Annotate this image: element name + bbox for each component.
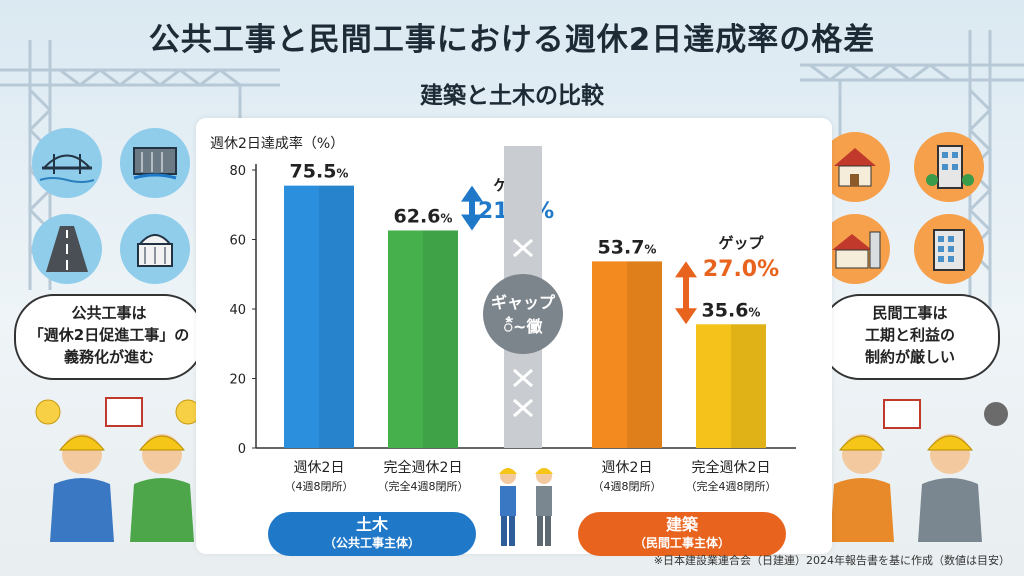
- x-tick-sublabel: （4週8閉所）: [285, 480, 354, 493]
- gap-arrow-head-up: [675, 261, 697, 278]
- bar-value-label: 62.6%: [394, 205, 453, 227]
- dam-icon: [120, 128, 190, 198]
- bar-value-label: 75.5%: [290, 161, 349, 183]
- bar-value-label: 35.6%: [702, 299, 761, 321]
- x-tick-sublabel: （完全4週8閉所）: [378, 479, 469, 493]
- left-bubble-line1: 公共工事は: [71, 304, 147, 322]
- left-speech-bubble: 公共工事は 「週休2日促進工事」の 義務化が進む: [14, 294, 204, 380]
- office-building-icon: [914, 132, 984, 202]
- worried-workers-icon: [808, 399, 1008, 542]
- right-speech-bubble: 民間工事は 工期と利益の 制約が厳しい: [820, 294, 1000, 380]
- right-bubble-line1: 民間工事は: [872, 304, 948, 322]
- cross-mark-icon: [513, 238, 533, 258]
- x-tick-label: 週休2日: [294, 460, 345, 476]
- building-category-sub: （民間工事主体）: [633, 536, 730, 550]
- apartment-icon: [914, 214, 984, 284]
- bar-shade: [423, 230, 458, 448]
- gap-arrow-head-down: [675, 308, 697, 325]
- footnote: ※日本建設業連合会（日建連）2024年報告書を基に作成（数値は目安）: [653, 554, 1010, 567]
- gap-value: 27.0%: [703, 257, 779, 282]
- left-bubble-line2: 「週休2日促進工事」の: [28, 326, 190, 344]
- x-tick-label: 完全週休2日: [384, 459, 463, 476]
- page-title: 公共工事と民間工事における週休2日達成率の格差: [148, 22, 876, 58]
- government-building-icon: [120, 214, 190, 284]
- building-category-name: 建築: [665, 515, 698, 534]
- building-category-pill: 建築 （民間工事主体）: [578, 512, 786, 556]
- center-workers-icon: [499, 468, 553, 546]
- y-tick-label: 60: [229, 234, 246, 249]
- bar: [592, 261, 662, 448]
- center-gap-sublabel: ᭰~黴: [504, 315, 543, 336]
- civil-category-sub: （公共工事主体）: [323, 536, 420, 550]
- y-tick-label: 40: [229, 303, 246, 318]
- right-bubble-line3: 制約が厳しい: [864, 348, 955, 366]
- x-tick-sublabel: （完全4週8閉所）: [686, 479, 777, 493]
- gap-label: ゲップ: [718, 234, 764, 252]
- page-subtitle: 建築と土木の比較: [420, 83, 604, 109]
- x-tick-label: 完全週休2日: [692, 459, 771, 476]
- civil-category-name: 土木: [355, 515, 388, 534]
- bar-shade: [319, 185, 354, 448]
- bar: [284, 185, 354, 448]
- road-icon: [32, 214, 102, 284]
- bar: [696, 324, 766, 448]
- x-tick-label: 週休2日: [602, 460, 653, 476]
- y-tick-label: 20: [229, 373, 246, 388]
- civil-category-pill: 土木 （公共工事主体）: [268, 512, 476, 556]
- bar-shade: [731, 324, 766, 448]
- gap-arrow-head-up: [461, 185, 483, 202]
- x-tick-sublabel: （4週8閉所）: [593, 480, 662, 493]
- bar: [388, 230, 458, 448]
- center-gap-badge: [483, 274, 563, 354]
- right-bubble-line2: 工期と利益の: [864, 326, 955, 344]
- cross-mark-icon: [513, 368, 533, 388]
- y-tick-label: 80: [229, 164, 246, 179]
- bridge-icon: [32, 128, 102, 198]
- y-tick-label: 0: [238, 442, 246, 457]
- left-bubble-line3: 義務化が進む: [63, 348, 154, 366]
- y-axis-label: 週休2日達成率（%）: [210, 135, 344, 152]
- bar-shade: [627, 261, 662, 448]
- crane-right-icon: [800, 30, 1024, 320]
- gap-arrow-head-down: [461, 214, 483, 231]
- bar-value-label: 53.7%: [598, 236, 657, 258]
- center-gap-label: ギャップ: [491, 293, 556, 312]
- happy-workers-icon: [35, 397, 201, 542]
- cross-mark-icon: [513, 398, 533, 418]
- bar-chart: 週休2日達成率（%） 0 20 40 60 80 75.5% 週休2日 （4週8閉所） 62.…: [210, 135, 796, 493]
